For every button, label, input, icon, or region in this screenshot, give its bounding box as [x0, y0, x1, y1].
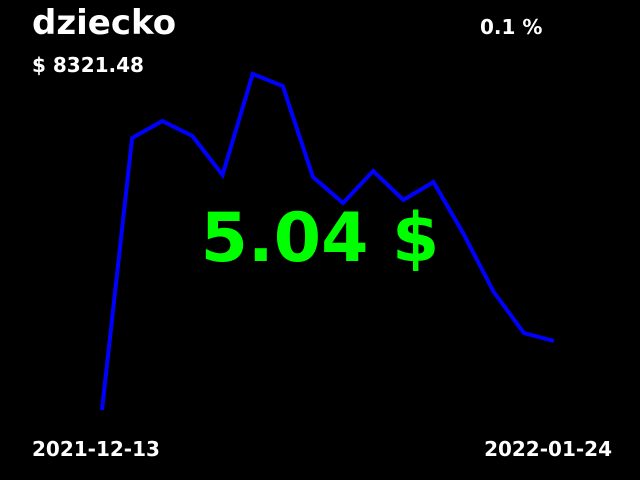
title: dziecko: [32, 3, 176, 43]
price-line: [100, 71, 555, 411]
center-value: 5.04 $: [201, 199, 440, 278]
change: 0.1 %: [480, 15, 542, 39]
end-date: 2022-01-24: [484, 437, 612, 461]
start-date: 2021-12-13: [32, 437, 160, 461]
plot: [100, 71, 555, 411]
price: $ 8321.48: [32, 53, 144, 77]
